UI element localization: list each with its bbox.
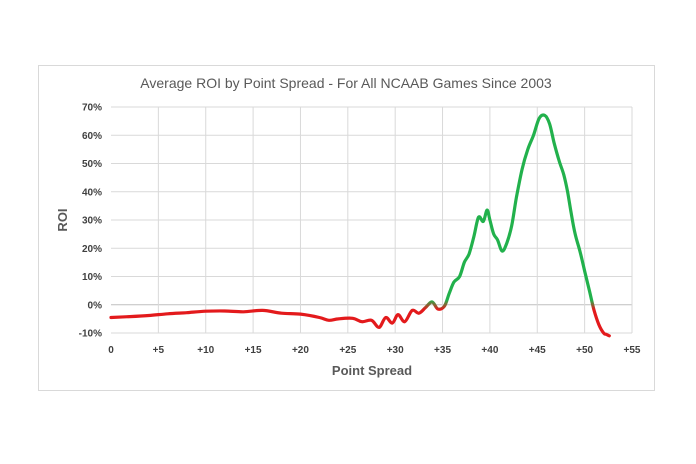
- data-point-0-61: [602, 332, 604, 334]
- data-point-0-8: [261, 309, 263, 311]
- data-point-0-25: [431, 301, 433, 303]
- data-point-0-35: [482, 220, 484, 222]
- y-tick-label-3: 20%: [82, 244, 102, 255]
- data-point-0-63: [608, 335, 610, 337]
- y-tick-label-2: 10%: [82, 272, 102, 283]
- data-point-0-11: [318, 316, 320, 318]
- gridlines: [111, 106, 633, 334]
- x-tick-label-6: +30: [387, 345, 404, 356]
- x-tick-label-5: +25: [339, 345, 356, 356]
- data-point-0-59: [593, 309, 595, 311]
- x-tick-label-1: +5: [153, 345, 165, 356]
- data-point-0-0: [110, 316, 112, 318]
- x-tick-label-11: +55: [624, 345, 641, 356]
- data-point-0-51: [558, 160, 560, 162]
- data-point-0-53: [566, 191, 568, 193]
- x-tick-label-7: +35: [434, 345, 451, 356]
- data-point-0-18: [385, 316, 387, 318]
- data-point-0-39: [496, 239, 498, 241]
- data-point-0-60: [598, 323, 600, 325]
- y-tick-label-6: 50%: [82, 159, 102, 170]
- x-tick-label-10: +50: [576, 345, 593, 356]
- data-point-0-27: [443, 305, 445, 307]
- roi-series-line-0: [109, 113, 611, 338]
- x-tick-label-0: 0: [108, 345, 114, 356]
- data-point-0-43: [515, 196, 517, 198]
- data-point-0-50: [553, 143, 555, 145]
- data-point-0-16: [370, 319, 372, 321]
- data-point-0-6: [224, 310, 226, 312]
- data-point-0-19: [391, 322, 393, 324]
- data-point-0-20: [397, 313, 399, 315]
- data-point-0-49: [548, 123, 550, 125]
- data-point-0-28: [448, 292, 450, 294]
- x-tick-label-4: +20: [292, 345, 309, 356]
- y-tick-label-4: 30%: [82, 216, 102, 227]
- data-point-0-15: [361, 321, 363, 323]
- y-tick-label-1: 0%: [88, 300, 103, 311]
- data-point-0-36: [486, 209, 488, 211]
- data-point-0-10: [299, 313, 301, 315]
- data-point-0-54: [570, 213, 572, 215]
- data-point-0-31: [463, 261, 465, 263]
- data-point-0-3: [167, 313, 169, 315]
- data-point-0-26: [437, 308, 439, 310]
- data-point-0-1: [129, 315, 131, 317]
- y-tick-label-8: 70%: [82, 103, 102, 114]
- data-point-0-2: [148, 314, 150, 316]
- data-point-0-30: [458, 275, 460, 277]
- data-point-0-24: [424, 306, 426, 308]
- data-point-0-57: [583, 270, 585, 272]
- data-point-0-55: [574, 233, 576, 235]
- data-point-0-32: [468, 253, 470, 255]
- data-point-0-40: [501, 250, 503, 252]
- data-point-0-9: [280, 312, 282, 314]
- data-point-0-17: [378, 326, 380, 328]
- data-point-0-5: [205, 310, 207, 312]
- data-point-0-21: [404, 321, 406, 323]
- data-point-0-45: [527, 148, 529, 150]
- data-point-0-23: [418, 312, 420, 314]
- x-tick-labels: 0 +5 +10 +15 +20 +25 +30 +35 +40 +45 +50 +55: [108, 345, 641, 356]
- data-point-0-48: [544, 114, 546, 116]
- data-point-0-34: [477, 216, 479, 218]
- data-point-0-13: [337, 318, 339, 320]
- chart-title: Average ROI by Point Spread - For All NC…: [140, 75, 552, 91]
- data-point-0-41: [506, 241, 508, 243]
- data-point-0-47: [538, 117, 540, 119]
- data-point-0-52: [563, 174, 565, 176]
- x-tick-label-9: +45: [529, 345, 546, 356]
- data-point-0-4: [186, 312, 188, 314]
- data-point-0-12: [328, 319, 330, 321]
- data-point-0-29: [453, 281, 455, 283]
- x-tick-label-3: +15: [245, 345, 262, 356]
- data-point-0-33: [473, 236, 475, 238]
- series-layer: [109, 113, 611, 338]
- y-tick-label-0: -10%: [79, 329, 102, 340]
- y-tick-label-5: 40%: [82, 187, 102, 198]
- data-point-0-58: [588, 289, 590, 291]
- data-point-0-42: [511, 225, 513, 227]
- data-point-0-22: [411, 309, 413, 311]
- data-point-0-62: [605, 333, 607, 335]
- x-tick-label-8: +40: [481, 345, 498, 356]
- data-point-0-14: [351, 317, 353, 319]
- data-point-0-56: [579, 250, 581, 252]
- x-tick-label-2: +10: [197, 345, 214, 356]
- y-axis-title: ROI: [55, 208, 70, 231]
- data-point-0-38: [493, 233, 495, 235]
- data-point-0-7: [242, 311, 244, 313]
- chart-frame: [38, 65, 655, 391]
- data-point-0-37: [489, 219, 491, 221]
- y-tick-labels: -10% 0% 10% 20% 30% 40% 50% 60% 70%: [79, 103, 102, 340]
- x-axis-title: Point Spread: [332, 363, 412, 378]
- data-point-0-46: [532, 134, 534, 136]
- data-point-0-44: [521, 168, 523, 170]
- y-tick-label-7: 60%: [82, 131, 102, 142]
